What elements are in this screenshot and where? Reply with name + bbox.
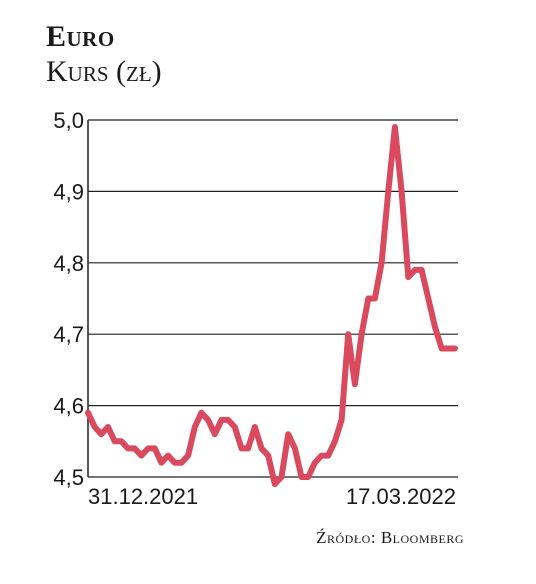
y-tick-label: 4,5 [53, 465, 84, 490]
series-line [85, 124, 458, 488]
y-tick-label: 4,8 [53, 251, 84, 276]
y-tick-label: 4,7 [53, 322, 84, 347]
x-tick-label: 31.12.2021 [88, 484, 198, 509]
y-tick-label: 4,6 [53, 394, 84, 419]
x-tick-label: 17.03.2022 [346, 484, 456, 509]
chart-subtitle: Kurs (zł) [46, 55, 162, 88]
y-tick-label: 4,9 [53, 179, 84, 204]
y-tick-label: 5,0 [53, 108, 84, 133]
chart-title: Euro [46, 20, 115, 53]
source-note: Źródło: Bloomberg [316, 528, 464, 547]
